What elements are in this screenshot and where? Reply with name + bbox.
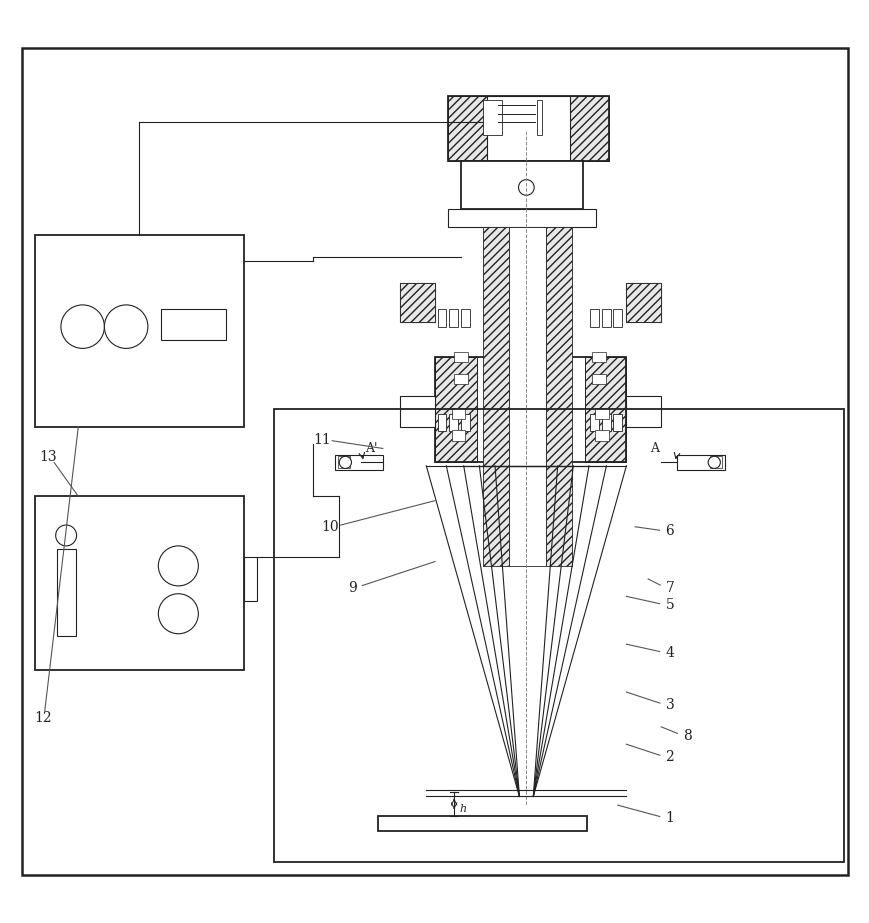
Bar <box>589 309 598 327</box>
Bar <box>584 357 626 462</box>
Bar <box>591 374 605 384</box>
Bar <box>451 409 465 419</box>
Bar <box>448 96 487 162</box>
Bar <box>400 283 434 322</box>
Text: 10: 10 <box>322 520 339 533</box>
Bar <box>448 414 457 431</box>
Bar <box>56 548 76 636</box>
Bar <box>482 101 501 136</box>
Bar <box>591 352 605 363</box>
Bar <box>601 309 610 327</box>
Bar <box>594 409 608 419</box>
Circle shape <box>339 456 351 469</box>
Bar <box>676 454 724 470</box>
Bar <box>461 162 582 210</box>
Bar <box>400 396 434 426</box>
Text: 13: 13 <box>39 450 56 464</box>
Bar <box>454 352 468 363</box>
Bar <box>434 357 476 462</box>
Text: 7: 7 <box>665 581 673 594</box>
Bar <box>274 409 843 862</box>
Bar <box>626 396 660 426</box>
Bar <box>626 283 660 322</box>
Bar <box>594 430 608 440</box>
Bar <box>546 227 572 566</box>
Bar <box>335 454 382 470</box>
Bar <box>613 414 621 431</box>
Bar <box>448 309 457 327</box>
Bar <box>35 235 243 426</box>
Bar <box>434 357 626 462</box>
Text: 5: 5 <box>665 598 673 612</box>
Bar <box>626 283 660 322</box>
Bar <box>601 414 610 431</box>
Bar <box>536 101 541 136</box>
Circle shape <box>707 456 720 469</box>
Bar <box>437 414 446 431</box>
Text: 4: 4 <box>665 646 673 660</box>
Bar <box>378 816 587 832</box>
Text: 1: 1 <box>665 811 673 825</box>
Bar <box>613 309 621 327</box>
Text: 2: 2 <box>665 750 673 764</box>
Text: 9: 9 <box>348 581 356 594</box>
Text: 8: 8 <box>682 728 691 742</box>
Circle shape <box>61 305 104 348</box>
Bar <box>437 309 446 327</box>
Text: A': A' <box>365 442 377 455</box>
Bar <box>448 96 608 162</box>
Bar <box>243 557 256 601</box>
Bar <box>482 227 508 566</box>
Text: A: A <box>650 442 659 455</box>
Bar <box>589 414 598 431</box>
Bar <box>35 497 243 670</box>
Circle shape <box>56 525 76 545</box>
Bar <box>709 456 721 469</box>
Text: 3: 3 <box>665 698 673 713</box>
Bar <box>400 283 434 322</box>
Bar <box>461 414 469 431</box>
Circle shape <box>158 545 198 586</box>
Bar <box>461 309 469 327</box>
Bar <box>569 96 608 162</box>
Bar <box>337 456 349 469</box>
Text: 12: 12 <box>35 711 52 725</box>
Text: 6: 6 <box>665 524 673 538</box>
Bar <box>448 210 595 227</box>
Bar <box>161 309 226 340</box>
Bar <box>451 430 465 440</box>
Circle shape <box>518 180 534 196</box>
Text: h: h <box>459 805 466 814</box>
Bar <box>487 96 569 162</box>
Bar <box>508 227 546 566</box>
Circle shape <box>104 305 148 348</box>
Circle shape <box>158 593 198 634</box>
Text: 11: 11 <box>313 433 330 447</box>
Bar <box>454 374 468 384</box>
